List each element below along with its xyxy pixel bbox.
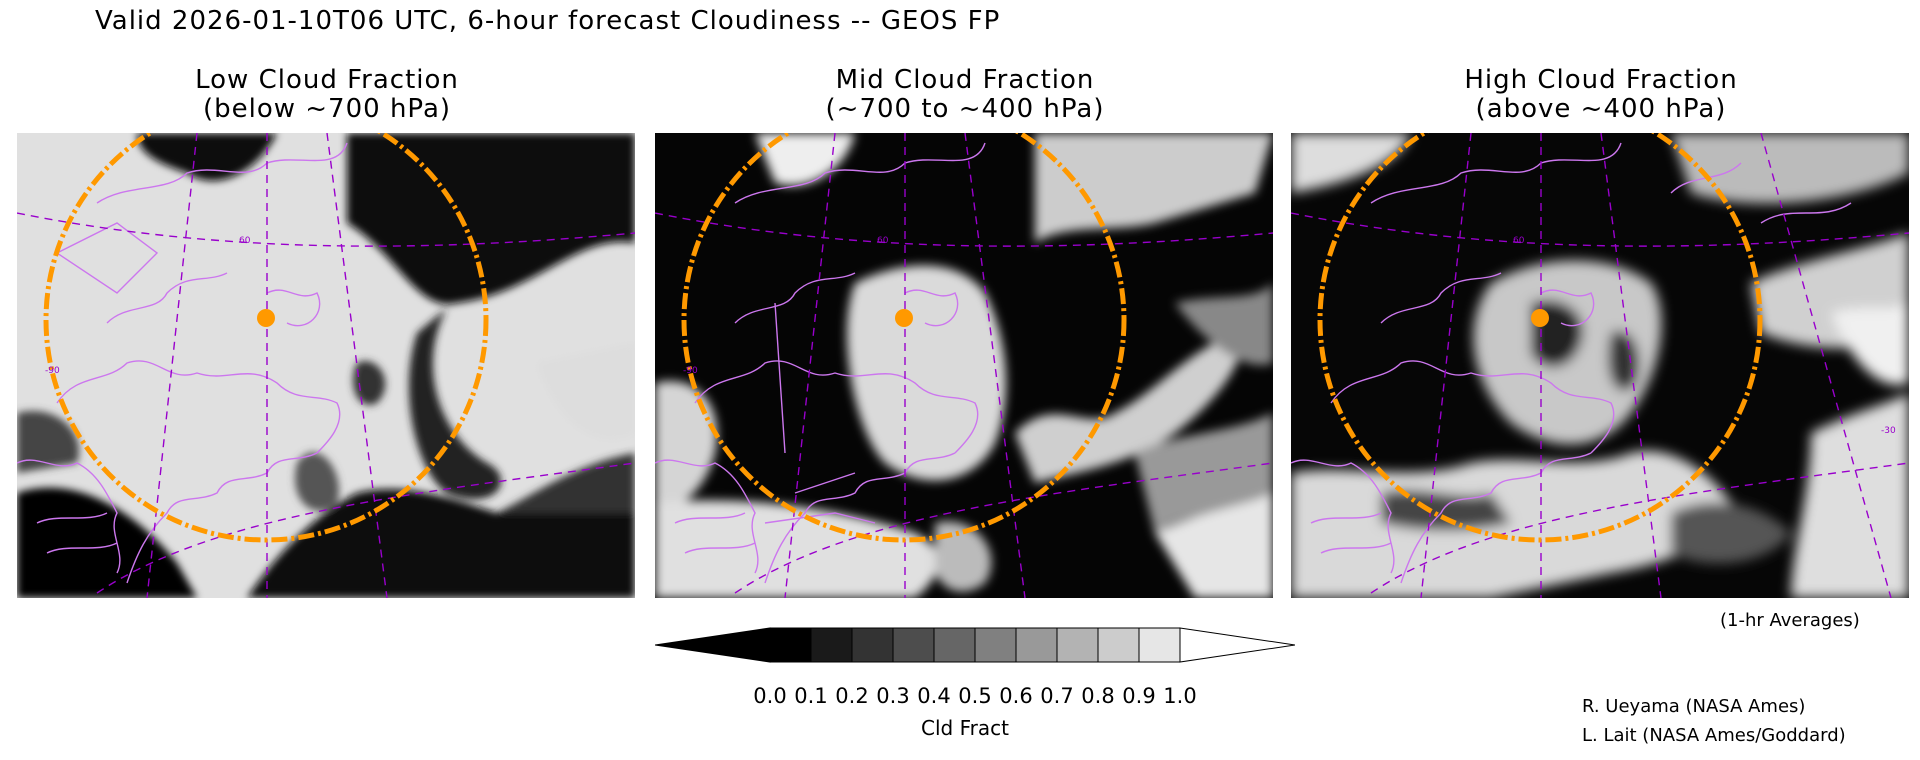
- colorbar-swatch: [1056, 627, 1099, 663]
- lon-label-mid: -90: [683, 366, 698, 376]
- panel-title-high: High Cloud Fraction (above ~400 hPa): [1291, 66, 1911, 124]
- colorbar-tick-label: 0.3: [876, 684, 910, 708]
- map-panel-mid: 60 -90: [655, 133, 1273, 598]
- colorbar-over-arrow: [1179, 627, 1295, 663]
- colorbar-tick-label: 0.5: [958, 684, 992, 708]
- colorbar-swatches: [769, 627, 1181, 663]
- range-ring-low: [43, 133, 489, 543]
- colorbar-swatch: [1138, 627, 1181, 663]
- panel-title-mid-line1: Mid Cloud Fraction: [835, 65, 1095, 95]
- location-marker-low: [257, 309, 275, 327]
- colorbar-tick-label: 0.2: [835, 684, 869, 708]
- averaging-note: (1-hr Averages): [1720, 610, 1860, 631]
- credit-line-1: R. Ueyama (NASA Ames): [1582, 696, 1806, 717]
- lon-label-low: -90: [45, 366, 60, 376]
- coastlines-low: [17, 142, 348, 584]
- coastlines-high: [1291, 142, 1852, 584]
- colorbar-swatch: [1015, 627, 1058, 663]
- lat-label-mid: 60: [877, 236, 889, 246]
- panel-title-low: Low Cloud Fraction (below ~700 hPa): [17, 66, 637, 124]
- colorbar-tick-label: 0.0: [753, 684, 787, 708]
- lon-label-high: -30: [1881, 426, 1896, 436]
- colorbar-tick-label: 0.8: [1081, 684, 1115, 708]
- credit-line-2: L. Lait (NASA Ames/Goddard): [1582, 725, 1846, 746]
- graticule-low: [17, 133, 635, 598]
- lat-label-high: 60: [1513, 236, 1525, 246]
- colorbar-swatch: [974, 627, 1017, 663]
- map-panel-low: 60 -90: [17, 133, 635, 598]
- location-marker-high: [1531, 309, 1549, 327]
- colorbar: [655, 627, 1295, 663]
- colorbar-tick-label: 0.7: [1040, 684, 1074, 708]
- panel-title-high-line2: (above ~400 hPa): [1475, 94, 1727, 124]
- colorbar-tick-label: 0.6: [999, 684, 1033, 708]
- colorbar-swatch: [851, 627, 894, 663]
- panel-title-mid-line2: (~700 to ~400 hPa): [825, 94, 1105, 124]
- map-panel-high: 60 -30: [1291, 133, 1909, 598]
- range-ring-high: [1317, 133, 1763, 543]
- colorbar-unit-label: Cld Fract: [921, 716, 1009, 740]
- colorbar-swatch: [933, 627, 976, 663]
- colorbar-swatch: [769, 627, 812, 663]
- map-high: 60 -30: [1291, 133, 1909, 598]
- colorbar-swatch: [892, 627, 935, 663]
- graticule-high: [1291, 133, 1909, 598]
- colorbar-tick-label: 0.4: [917, 684, 951, 708]
- panel-title-low-line2: (below ~700 hPa): [202, 94, 452, 124]
- colorbar-tick-label: 0.1: [794, 684, 828, 708]
- graticule-mid: [655, 133, 1273, 598]
- colorbar-tick-label: 1.0: [1163, 684, 1197, 708]
- coastlines-mid: [655, 142, 986, 584]
- map-low: 60 -90: [17, 133, 635, 598]
- range-ring-mid: [681, 133, 1127, 543]
- panel-title-low-line1: Low Cloud Fraction: [195, 65, 459, 95]
- main-title: Valid 2026-01-10T06 UTC, 6-hour forecast…: [95, 6, 1001, 36]
- location-marker-mid: [895, 309, 913, 327]
- lat-label-low: 60: [239, 236, 251, 246]
- colorbar-tick-label: 0.9: [1122, 684, 1156, 708]
- colorbar-swatch: [1097, 627, 1140, 663]
- colorbar-swatch: [810, 627, 853, 663]
- map-mid: 60 -90: [655, 133, 1273, 598]
- panel-title-high-line1: High Cloud Fraction: [1464, 65, 1738, 95]
- colorbar-under-arrow: [655, 627, 771, 663]
- panel-title-mid: Mid Cloud Fraction (~700 to ~400 hPa): [655, 66, 1275, 124]
